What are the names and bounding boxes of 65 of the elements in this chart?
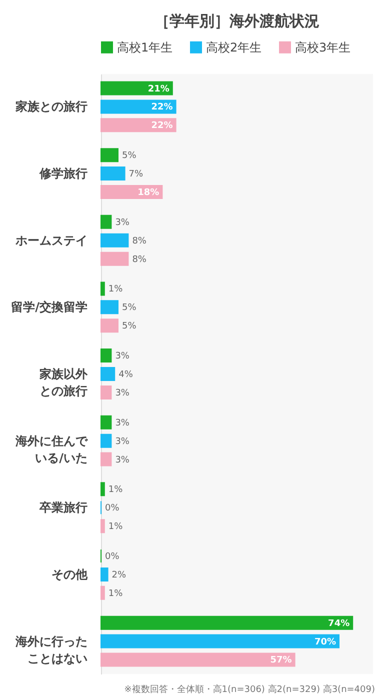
bar (100, 434, 112, 448)
data-label: 1% (108, 485, 124, 496)
bar (100, 634, 340, 648)
data-label: 8% (132, 254, 147, 265)
data-label: 1% (108, 522, 124, 532)
bar (100, 348, 112, 363)
data-label: 1% (108, 588, 124, 599)
y-tick-label: その他 (52, 567, 88, 582)
data-label: 3% (115, 436, 130, 447)
y-tick-label: 家族以外との旅行 (38, 367, 88, 398)
data-label: 1% (108, 284, 124, 295)
data-label: 22% (151, 121, 173, 132)
y-tick-label: 卒業旅行 (38, 500, 88, 515)
data-label: 7% (128, 170, 144, 180)
y-tick-label: 家族との旅行 (14, 100, 88, 114)
bar (100, 166, 126, 181)
y-tick-label: 修学旅行 (38, 166, 88, 181)
bar (100, 100, 176, 114)
y-tick-label: 海外に住んでいる/いた (14, 434, 88, 465)
legend-label: 高校1年生 (117, 40, 173, 54)
bar (100, 482, 105, 496)
bar (100, 367, 116, 381)
bar (100, 81, 173, 96)
bar (100, 415, 112, 430)
legend-label: 高校3年生 (295, 40, 351, 54)
bar (100, 282, 105, 296)
bar (100, 233, 129, 248)
data-label: 21% (148, 84, 170, 94)
data-label: 0% (105, 504, 120, 514)
bar (100, 586, 105, 600)
bar (100, 567, 108, 582)
data-label: 0% (105, 552, 120, 562)
data-label: 8% (132, 236, 147, 246)
data-label: 22% (151, 102, 173, 113)
bar (100, 652, 296, 667)
bar (100, 519, 105, 534)
y-tick-label: 海外に行ったことはない (14, 634, 88, 666)
y-tick-label: ホームステイ (14, 233, 88, 248)
bar (100, 148, 118, 162)
data-label: 57% (270, 656, 292, 666)
bar (100, 385, 112, 400)
bar (100, 452, 112, 466)
data-label: 3% (115, 455, 130, 466)
data-label: 74% (328, 618, 350, 629)
data-label: 3% (115, 218, 130, 228)
data-label: 4% (118, 370, 134, 380)
data-label: 5% (122, 303, 137, 314)
data-label: 2% (112, 570, 127, 580)
bar (100, 318, 118, 333)
data-label: 3% (115, 388, 130, 398)
y-tick-label: 留学/交換留学 (11, 300, 88, 314)
data-label: 5% (122, 322, 137, 332)
bar (100, 300, 118, 314)
data-label: 3% (115, 418, 130, 428)
data-label: 70% (314, 637, 336, 648)
bar (100, 252, 129, 266)
data-label: 18% (138, 188, 160, 198)
text: ※複数回答・全体順・高1(n=306) 高2(n=329) 高3(n=409) (124, 684, 375, 695)
legend-label: 高校2年生 (206, 40, 262, 54)
data-label: 3% (115, 352, 130, 362)
chart-title: ［学年別］海外渡航状況 (154, 12, 320, 30)
bar (100, 214, 112, 229)
bar (100, 118, 176, 132)
bar (100, 616, 354, 630)
data-label: 5% (122, 151, 137, 162)
